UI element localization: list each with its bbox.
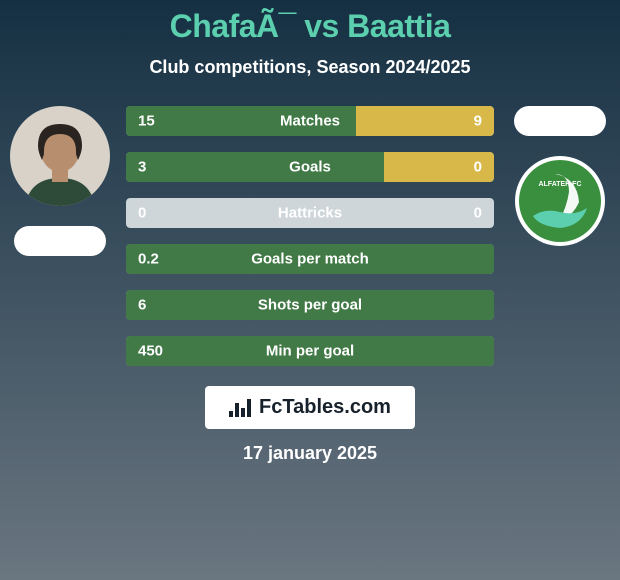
club-badge: ALFATEH FC [515,156,605,246]
stat-label: Goals per match [251,251,369,268]
player-right-flag-pill [514,106,606,136]
left-player-column [0,106,120,256]
player-left-flag-pill [14,226,106,256]
stat-value-left: 6 [138,297,146,314]
stat-label: Goals [289,159,331,176]
stat-row: 6 Shots per goal [126,290,494,320]
content-root: ChafaÃ¯ vs Baattia Club competitions, Se… [0,0,620,580]
stat-row: 15 9 Matches [126,106,494,136]
brand-text: FcTables.com [259,396,391,419]
main-row: 15 9 Matches 3 0 Goals 0 0 Hattricks 0.2 Goals per… [0,106,620,366]
stat-label: Min per goal [266,343,354,360]
stat-label: Shots per goal [258,297,362,314]
stat-value-left: 15 [138,113,155,130]
club-badge-icon: ALFATEH FC [515,156,605,246]
stat-value-left: 0.2 [138,251,159,268]
stat-bars-column: 15 9 Matches 3 0 Goals 0 0 Hattricks 0.2 Goals per… [120,106,500,366]
stat-value-left: 0 [138,205,146,222]
stat-bar-left-fill [126,152,384,182]
avatar-placeholder-icon [10,106,110,206]
stat-row: 450 Min per goal [126,336,494,366]
subtitle: Club competitions, Season 2024/2025 [149,57,470,78]
stat-label: Hattricks [278,205,342,222]
right-player-column: ALFATEH FC [500,106,620,246]
brand-badge: FcTables.com [205,386,415,429]
stat-row: 0.2 Goals per match [126,244,494,274]
stat-label: Matches [280,113,340,130]
stat-value-left: 3 [138,159,146,176]
stat-row: 3 0 Goals [126,152,494,182]
stat-value-right: 0 [474,159,482,176]
stat-value-right: 9 [474,113,482,130]
club-badge-text: ALFATEH FC [538,181,581,188]
date-text: 17 january 2025 [243,443,377,464]
bars-chart-icon [229,399,251,417]
stat-value-left: 450 [138,343,163,360]
player-left-avatar [10,106,110,206]
stat-row: 0 0 Hattricks [126,198,494,228]
stat-value-right: 0 [474,205,482,222]
page-title: ChafaÃ¯ vs Baattia [170,8,451,45]
